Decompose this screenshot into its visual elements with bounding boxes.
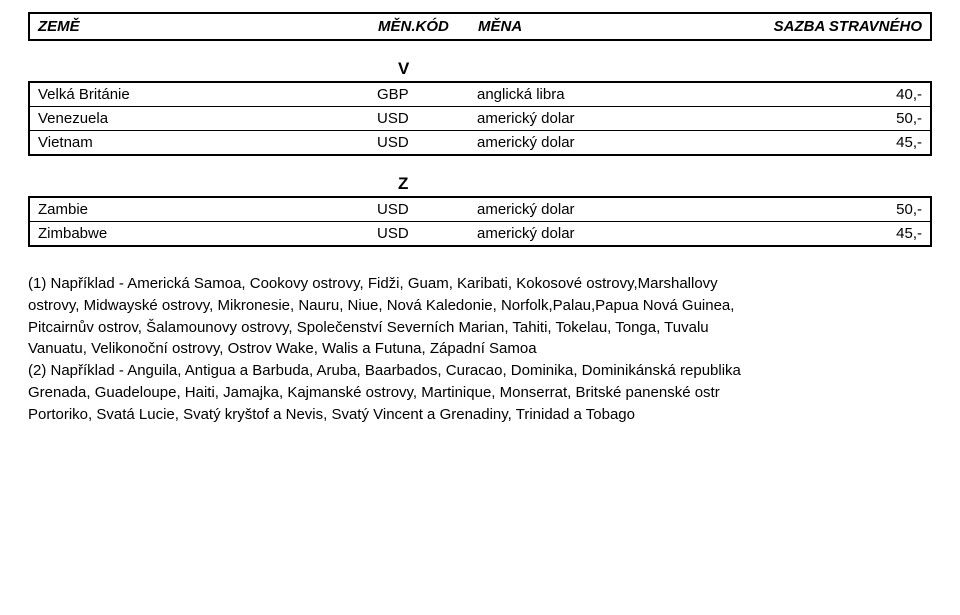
- note-line: Grenada, Guadeloupe, Haiti, Jamajka, Kaj…: [28, 382, 932, 404]
- note-line: (2) Například - Anguila, Antigua a Barbu…: [28, 360, 932, 382]
- table-row: Venezuela USD americký dolar 50,-: [29, 107, 931, 131]
- header-rate: SAZBA STRAVNÉHO: [700, 14, 930, 39]
- table-row: Zambie USD americký dolar 50,-: [29, 197, 931, 222]
- header-country: ZEMĚ: [30, 14, 370, 39]
- cell-rate: 50,-: [699, 107, 931, 131]
- cell-code: GBP: [369, 82, 469, 107]
- table-row: Vietnam USD americký dolar 45,-: [29, 131, 931, 156]
- section-letter-v: V: [398, 59, 932, 79]
- footnotes: (1) Například - Americká Samoa, Cookovy …: [28, 273, 932, 425]
- cell-rate: 45,-: [699, 131, 931, 156]
- table-row: Zimbabwe USD americký dolar 45,-: [29, 222, 931, 247]
- note-line: (1) Například - Americká Samoa, Cookovy …: [28, 273, 932, 295]
- cell-country: Venezuela: [29, 107, 369, 131]
- cell-currency: anglická libra: [469, 82, 699, 107]
- cell-rate: 40,-: [699, 82, 931, 107]
- cell-country: Velká Británie: [29, 82, 369, 107]
- cell-code: USD: [369, 131, 469, 156]
- table-header: ZEMĚ MĚN.KÓD MĚNA SAZBA STRAVNÉHO: [28, 12, 932, 41]
- table-row: Velká Británie GBP anglická libra 40,-: [29, 82, 931, 107]
- cell-currency: americký dolar: [469, 131, 699, 156]
- cell-rate: 45,-: [699, 222, 931, 247]
- note-line: ostrovy, Midwayské ostrovy, Mikronesie, …: [28, 295, 932, 317]
- cell-country: Zambie: [29, 197, 369, 222]
- header-code: MĚN.KÓD: [370, 14, 470, 39]
- cell-currency: americký dolar: [469, 107, 699, 131]
- cell-currency: americký dolar: [469, 197, 699, 222]
- cell-rate: 50,-: [699, 197, 931, 222]
- table-z: Zambie USD americký dolar 50,- Zimbabwe …: [28, 196, 932, 247]
- note-line: Pitcairnův ostrov, Šalamounovy ostrovy, …: [28, 317, 932, 339]
- cell-currency: americký dolar: [469, 222, 699, 247]
- table-v: Velká Británie GBP anglická libra 40,- V…: [28, 81, 932, 156]
- cell-code: USD: [369, 222, 469, 247]
- cell-country: Zimbabwe: [29, 222, 369, 247]
- cell-code: USD: [369, 197, 469, 222]
- cell-country: Vietnam: [29, 131, 369, 156]
- note-line: Portoriko, Svatá Lucie, Svatý kryštof a …: [28, 404, 932, 426]
- section-letter-z: Z: [398, 174, 932, 194]
- header-currency: MĚNA: [470, 14, 700, 39]
- note-line: Vanuatu, Velikonoční ostrovy, Ostrov Wak…: [28, 338, 932, 360]
- cell-code: USD: [369, 107, 469, 131]
